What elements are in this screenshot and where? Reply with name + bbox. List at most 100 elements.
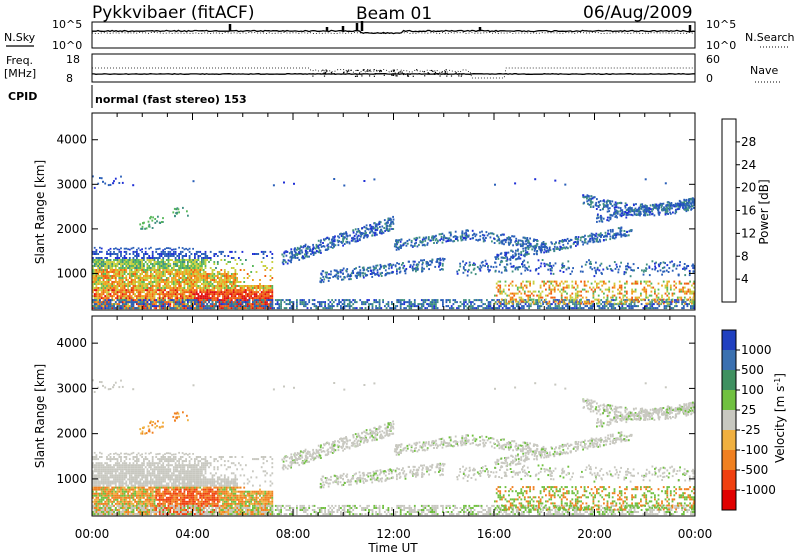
power-cell: [463, 299, 465, 302]
power-cell: [125, 285, 128, 287]
power-cell: [183, 291, 186, 294]
power-cell: [97, 291, 100, 294]
power-cell: [588, 203, 591, 206]
power-cell: [496, 234, 498, 237]
power-cell: [424, 244, 426, 247]
power-cell: [113, 303, 115, 306]
power-cell: [653, 214, 656, 217]
power-cell: [364, 301, 367, 304]
power-cell: [441, 268, 443, 271]
power-cell: [109, 271, 112, 273]
power-cell: [255, 303, 258, 306]
power-cell: [157, 285, 159, 287]
power-cell: [412, 260, 415, 263]
power-cell: [206, 279, 209, 281]
power-cell: [364, 230, 367, 233]
power-cell: [385, 273, 388, 275]
power-cell: [134, 277, 136, 279]
power-cell: [551, 303, 553, 306]
power-cell: [111, 265, 114, 267]
power-cell: [610, 305, 613, 308]
power-cell: [206, 299, 209, 302]
power-cell: [246, 303, 249, 306]
power-cell: [365, 274, 367, 277]
power-cell: [123, 299, 126, 302]
power-cell: [93, 301, 96, 304]
power-cell: [520, 253, 523, 256]
power-cell: [248, 287, 251, 289]
power-cell: [659, 202, 662, 205]
power-cell: [201, 287, 203, 289]
power-cell: [128, 285, 131, 287]
power-cell: [230, 275, 233, 277]
power-cell: [95, 287, 98, 289]
power-cell: [441, 257, 444, 260]
power-cell: [195, 299, 198, 302]
power-cell: [250, 307, 253, 310]
power-cell: [602, 235, 605, 238]
power-cell: [116, 285, 119, 287]
power-cell: [158, 283, 161, 285]
power-cell: [114, 177, 117, 180]
nave-point: [383, 74, 385, 76]
nave-point: [396, 75, 398, 77]
power-cell: [482, 236, 485, 239]
power-cell: [121, 295, 124, 298]
power-cell: [209, 299, 212, 302]
power-cell: [350, 278, 352, 281]
power-cell: [176, 271, 179, 273]
power-cell: [153, 289, 156, 292]
power-cell: [167, 269, 170, 271]
power-cell: [169, 255, 172, 257]
power-cell: [297, 247, 300, 250]
power-cell: [197, 259, 200, 261]
power-cell: [416, 245, 419, 248]
power-cell: [192, 283, 194, 285]
power-cell: [188, 305, 191, 308]
power-cell: [401, 303, 404, 306]
power-cell: [236, 281, 238, 283]
power-cell: [371, 275, 374, 278]
power-cell: [289, 307, 291, 310]
power-cell: [285, 250, 288, 253]
power-cell: [167, 263, 170, 265]
power-cell: [106, 305, 108, 308]
power-cell: [619, 201, 622, 204]
power-cell: [171, 291, 173, 294]
power-cell: [202, 303, 205, 306]
power-cell: [405, 268, 408, 270]
power-cell: [204, 271, 207, 273]
power-cell: [421, 266, 424, 269]
power-cell: [120, 305, 122, 308]
power-cell: [439, 259, 442, 261]
power-cell: [183, 295, 186, 298]
power-cell: [620, 209, 622, 212]
power-cell: [151, 267, 154, 269]
power-cell: [187, 303, 189, 306]
power-cell: [164, 279, 166, 281]
power-cell: [408, 260, 410, 263]
power-cell: [123, 269, 126, 271]
power-cell: [423, 243, 425, 246]
power-cell: [494, 301, 497, 304]
power-cell: [208, 257, 210, 259]
power-cell: [243, 269, 246, 271]
power-cell: [99, 246, 101, 249]
power-cell: [162, 261, 165, 263]
power-cell: [93, 259, 96, 261]
power-cell: [176, 301, 179, 304]
power-cell: [411, 267, 414, 270]
power-cell: [192, 301, 194, 304]
power-cell: [144, 307, 147, 310]
power-cell: [301, 301, 304, 304]
power-cell: [222, 301, 224, 304]
power-cell: [178, 253, 180, 255]
power-cell: [526, 305, 529, 308]
power-cell: [132, 291, 135, 294]
power-cell: [123, 295, 126, 298]
power-cell: [663, 307, 666, 310]
power-cell: [553, 243, 556, 246]
power-cell: [412, 305, 414, 308]
power-cell: [250, 271, 253, 273]
power-cell: [206, 297, 209, 300]
